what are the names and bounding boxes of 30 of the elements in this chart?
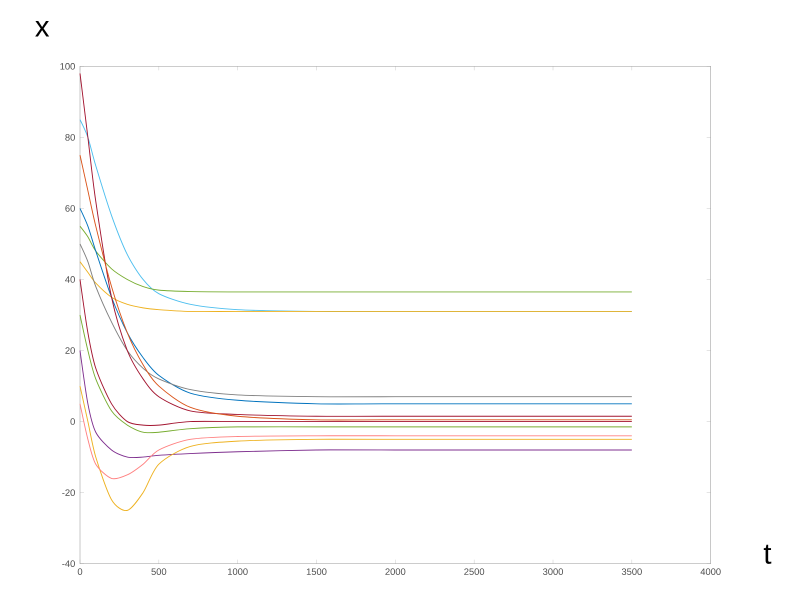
y-tick-label: 0 [70,418,75,425]
line-series [80,226,632,292]
x-tick-label: 2500 [464,568,484,575]
x-tick-label: 1500 [306,568,327,575]
line-series [80,243,632,398]
line-series [80,72,632,417]
x-tick-label: 3000 [542,568,564,575]
x-tick-label: 3500 [622,568,642,575]
line-series [80,350,632,458]
x-tick-label: 1000 [228,568,248,575]
x-tick-label: 500 [151,568,166,575]
line-series [80,314,632,434]
y-tick-label: 40 [65,276,75,283]
line-series [80,279,632,426]
line-series [80,261,632,312]
x-axis-title: t [764,544,772,564]
x-tick-label: 2000 [385,568,406,575]
line-series [80,386,632,511]
x-tick-label: 0 [78,568,82,575]
line-series [80,208,632,404]
line-series [80,154,632,420]
line-series [80,403,632,479]
y-tick-label: -40 [62,560,75,567]
y-tick-label: 60 [65,205,75,212]
y-tick-label: 80 [65,134,75,141]
y-tick-label: 20 [65,347,75,354]
y-tick-label: -20 [62,489,75,496]
x-tick-label: 4000 [700,568,721,575]
y-tick-label: 100 [60,63,75,70]
y-axis-title: x [35,20,50,36]
